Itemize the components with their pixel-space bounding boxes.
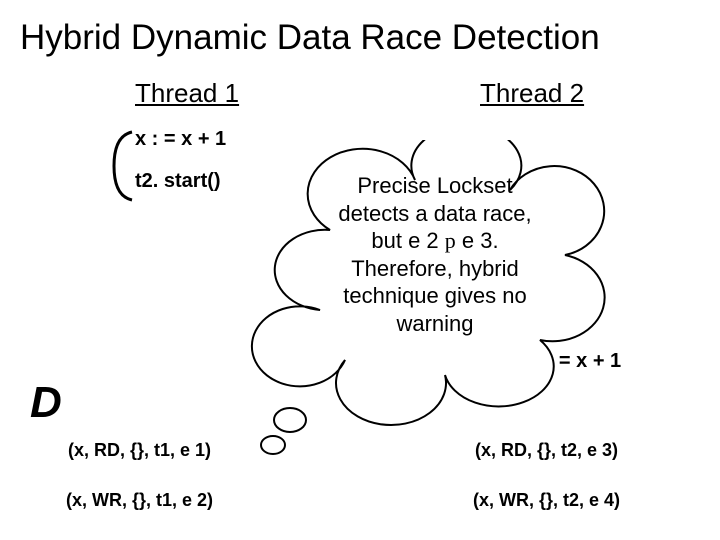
tuple-a: (x, RD, {}, t1, e 1) [68,440,211,461]
cloud-line: detects a data race, [338,201,531,226]
cloud-line: Precise Lockset [357,173,512,198]
cloud-line: technique gives no [343,283,526,308]
cloud-line: warning [396,311,473,336]
set-D-label: D [30,378,62,428]
cloud-text: Precise Lockset detects a data race, but… [300,172,570,337]
thread-1-header: Thread 1 [135,78,239,109]
tuple-b: (x, WR, {}, t1, e 2) [66,490,213,511]
code-line-2: t2. start() [135,170,221,193]
slide-title: Hybrid Dynamic Data Race Detection [0,18,720,58]
slide-root: Hybrid Dynamic Data Race Detection Threa… [0,0,720,540]
tuple-d: (x, WR, {}, t2, e 4) [473,490,620,511]
cloud-line: but e 2 p e 3. [371,228,498,253]
thread-2-header: Thread 2 [480,78,584,109]
brace-icon [108,128,142,206]
cloud-line: Therefore, hybrid [351,256,519,281]
